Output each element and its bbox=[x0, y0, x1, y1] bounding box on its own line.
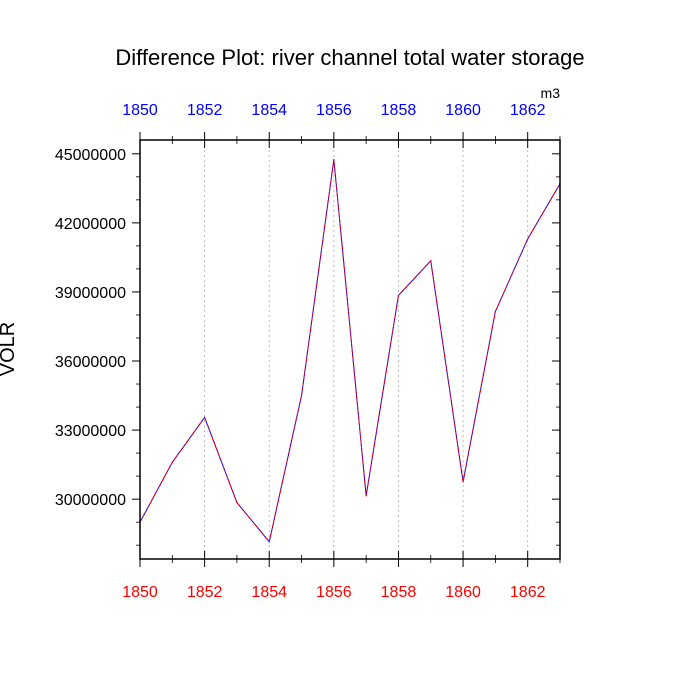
data-point bbox=[333, 158, 335, 161]
y-axis-label: VOLR bbox=[0, 322, 19, 376]
y-tick-label: 45000000 bbox=[55, 147, 126, 164]
x-tick-label-bottom: 1856 bbox=[316, 584, 352, 601]
x-tick-label-bottom: 1858 bbox=[381, 584, 417, 601]
x-tick-label-top: 1854 bbox=[251, 102, 287, 119]
x-tick-label-top: 1850 bbox=[122, 102, 158, 119]
data-point bbox=[494, 310, 496, 313]
x-tick-label-bottom: 1862 bbox=[510, 584, 546, 601]
x-tick-label-bottom: 1854 bbox=[251, 584, 287, 601]
data-point bbox=[430, 260, 432, 262]
y-tick-label: 30000000 bbox=[55, 492, 126, 509]
data-point bbox=[268, 541, 270, 543]
data-point bbox=[171, 461, 173, 463]
x-tick-label-top: 1862 bbox=[510, 102, 546, 119]
y-tick-label: 42000000 bbox=[55, 216, 126, 233]
y-tick-label: 33000000 bbox=[55, 423, 126, 440]
x-tick-label-top: 1860 bbox=[445, 102, 481, 119]
x-tick-label-bottom: 1860 bbox=[445, 584, 481, 601]
data-point bbox=[236, 501, 238, 504]
x-tick-label-top: 1852 bbox=[187, 102, 223, 119]
series-line-1 bbox=[139, 159, 561, 543]
x-tick-label-bottom: 1852 bbox=[187, 584, 223, 601]
data-point bbox=[527, 238, 529, 240]
axis-layer: 1850 1850 1852 1852 1854 1854 1856 1856 1858 1858… bbox=[55, 102, 561, 601]
y-tick-label: 36000000 bbox=[55, 354, 126, 371]
x-tick-label-bottom: 1850 bbox=[122, 584, 158, 601]
series-line-2 bbox=[139, 159, 561, 543]
data-point bbox=[204, 416, 206, 419]
x-tick-label-top: 1856 bbox=[316, 102, 352, 119]
y-tick-label: 39000000 bbox=[55, 285, 126, 302]
data-point bbox=[300, 394, 303, 397]
data-point bbox=[365, 495, 367, 497]
units-label: m3 bbox=[541, 85, 561, 101]
chart-title: Difference Plot: river channel total wat… bbox=[115, 45, 584, 70]
plot-frame bbox=[139, 139, 561, 560]
data-point bbox=[397, 294, 400, 296]
x-tick-label-top: 1858 bbox=[381, 102, 417, 119]
data-point bbox=[462, 481, 464, 483]
series-layer bbox=[139, 158, 561, 543]
